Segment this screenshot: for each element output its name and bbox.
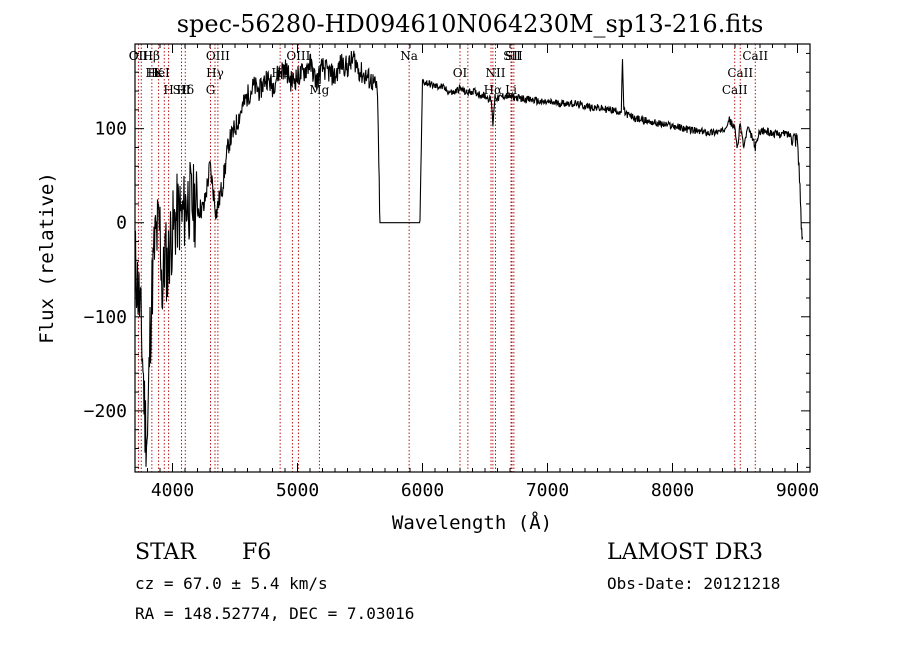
spectral-line-label: NII <box>486 66 506 80</box>
spectral-line-label: Hγ <box>206 66 224 80</box>
spectral-line-markers <box>137 44 756 472</box>
spectral-line-labels: HβKHδOIIHeISIIOIIHεHOIIIHγGOIIIHβMgNaOIH… <box>129 49 769 97</box>
x-axis: 4000 5000 6000 7000 8000 9000 <box>134 44 819 501</box>
chart-title: spec-56280-HD094610N064230M_sp13-216.fit… <box>177 10 764 38</box>
spectral-line-label: CaII <box>742 49 768 63</box>
y-axis: −200 −100 0 100 <box>84 52 810 468</box>
coordinates: RA = 148.52774, DEC = 7.03016 <box>135 604 415 623</box>
y-axis-label: Flux (relative) <box>36 172 58 344</box>
spectral-line-label: Hδ <box>176 83 194 97</box>
y-tick-label: −200 <box>84 401 127 422</box>
redshift-velocity: cz = 67.0 ± 5.4 km/s <box>135 574 328 593</box>
x-tick-label: 9000 <box>776 480 819 501</box>
x-tick-label: 6000 <box>401 480 444 501</box>
object-subclass: F6 <box>242 540 272 565</box>
spectral-line-label: Hβ <box>143 49 160 63</box>
spectral-line-label: Li <box>505 83 517 97</box>
spectral-line-label: G <box>206 83 216 97</box>
spectral-line-label: H <box>163 83 173 97</box>
spectral-line-label: Mg <box>309 83 329 97</box>
spectral-line-label: OIII <box>286 49 310 63</box>
spectral-line-label: HeI <box>147 66 170 80</box>
plot-frame <box>134 43 811 473</box>
spectral-line-label: K <box>154 66 164 80</box>
observation-date: Obs-Date: 20121218 <box>607 574 781 593</box>
y-tick-label: 100 <box>94 119 127 140</box>
y-tick-label: 0 <box>116 213 127 234</box>
spectral-line-label: Na <box>400 49 418 63</box>
spectral-line-label: OII <box>129 49 149 63</box>
spectral-line-label: Hε <box>145 66 162 80</box>
spectral-line-label: SII <box>173 83 191 97</box>
spectral-line-label: CaII <box>727 66 753 80</box>
spectral-line-label: Hα <box>484 83 503 97</box>
x-tick-label: 8000 <box>651 480 694 501</box>
spectral-line-label: SII <box>505 49 523 63</box>
x-tick-label: 4000 <box>151 480 194 501</box>
flux-series-line <box>134 50 804 467</box>
spectral-line-label: OII <box>129 49 149 63</box>
spectral-line-label: SII <box>503 49 521 63</box>
spectral-line-label: OIII <box>206 49 230 63</box>
survey-name: LAMOST DR3 <box>607 540 763 565</box>
object-class: STAR <box>135 540 196 565</box>
x-tick-label: 7000 <box>526 480 569 501</box>
y-tick-label: −100 <box>84 307 127 328</box>
spectral-line-label: CaII <box>722 83 748 97</box>
spectral-line-label: OI <box>453 66 468 80</box>
x-axis-label: Wavelength (Å) <box>392 511 552 534</box>
x-tick-label: 5000 <box>276 480 319 501</box>
